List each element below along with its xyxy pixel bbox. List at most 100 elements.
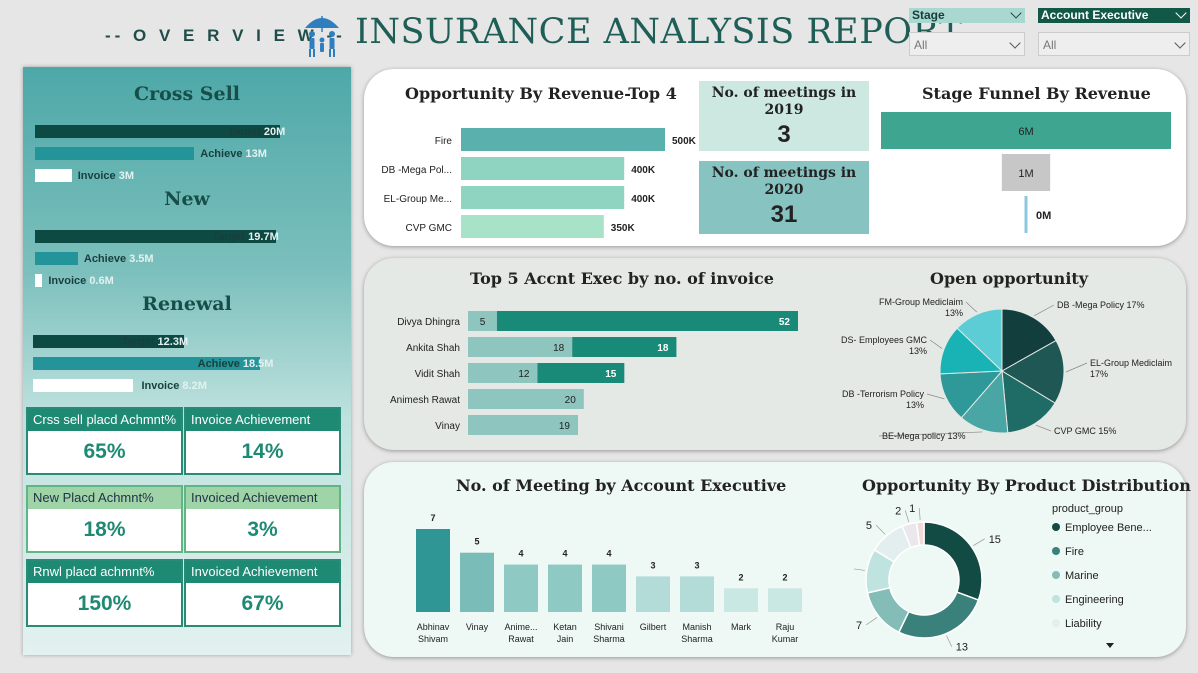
pie-slice	[1001, 370, 1056, 434]
kpi-new-invoice: Invoiced Achievement 3%	[184, 485, 341, 553]
invoice-value-label: 52	[779, 317, 791, 328]
invoice-bar-segment	[468, 389, 584, 409]
meetings-2019-label: No. of meetings in 2019	[711, 85, 857, 118]
summary-bar	[33, 379, 134, 392]
kpi-label: Crss sell placd Achmnt%	[28, 409, 181, 431]
invoice-bar-segment	[468, 363, 538, 383]
legend-entry[interactable]: Engineering	[1065, 594, 1124, 606]
invoice-bar-segment	[496, 311, 798, 331]
revenue-bar	[461, 215, 604, 238]
donut-value-label: 15	[989, 534, 1001, 546]
meeting-value-label: 4	[562, 549, 567, 559]
legend-entry[interactable]: Liability	[1065, 618, 1102, 630]
donut-slice	[923, 521, 983, 601]
open-opportunity-chart: DB -Mega Policy 17% EL-Group Mediclaim 17%…	[841, 297, 1172, 441]
kpi-renewal-invoice: Invoiced Achievement 67%	[184, 559, 341, 627]
kpi-value: 67%	[241, 592, 284, 615]
donut-value-label: 7	[856, 620, 862, 632]
overview-label: -- O V E R V I E W --	[105, 26, 346, 45]
top5-exec-chart: Divya Dhingra 5 52 Ankita Shah 18 18 Vidit Sha…	[390, 311, 798, 435]
leader-line	[1034, 304, 1055, 317]
legend-entry[interactable]: Marine	[1065, 570, 1099, 582]
chevron-down-icon	[1175, 7, 1187, 19]
category-label: DB -Mega Pol...	[381, 165, 452, 176]
category-label: Fire	[435, 136, 453, 147]
summary-bar	[33, 335, 184, 348]
donut-value-label: 1	[909, 503, 915, 515]
summary-bar	[35, 274, 43, 287]
invoice-value-label: 19	[559, 421, 571, 432]
pie-slice	[1001, 339, 1065, 404]
meeting-bar	[636, 576, 670, 612]
leader-line	[875, 524, 886, 535]
legend-entry[interactable]: Employee Bene...	[1065, 522, 1152, 534]
donut-slice	[897, 591, 980, 639]
leader-line	[926, 393, 945, 400]
meetings-exec-title: No. of Meeting by Account Executive	[456, 476, 787, 495]
exec-label: Divya Dhingra	[397, 317, 460, 328]
meeting-value-label: 2	[738, 572, 743, 582]
stage-slicer[interactable]: Stage All	[909, 7, 1025, 56]
revenue-bar	[461, 128, 665, 151]
invoice-value-label: 15	[605, 369, 617, 380]
legend-entry[interactable]: Fire	[1065, 546, 1084, 558]
category-label: EL-Group Me...	[384, 194, 452, 205]
kpi-value: 18%	[83, 518, 126, 541]
invoice-bar-segment	[468, 415, 578, 435]
invoice-opportunity-card: Top 5 Accnt Exec by no. of invoice Divya…	[364, 258, 1186, 450]
exec-label: Vinay	[435, 421, 460, 432]
meeting-bar	[680, 576, 714, 612]
pie-slice-label: DB -Mega Policy 17%	[1057, 300, 1145, 310]
meeting-bar	[548, 564, 582, 612]
meeting-bar	[504, 564, 538, 612]
meetings-2019-card: No. of meetings in 2019 3	[699, 81, 869, 151]
pie-slice-label: EL-Group Mediclaim 17%	[1090, 358, 1172, 379]
summary-bar	[35, 125, 280, 138]
exec-label: Animesh Rawat	[390, 395, 460, 406]
funnel-value-label: 0M	[1036, 210, 1051, 222]
new-title: New	[164, 188, 210, 210]
open-opportunity-title: Open opportunity	[930, 269, 1089, 288]
legend-title: product_group	[1052, 503, 1123, 515]
leader-line	[965, 301, 978, 313]
funnel-stage-bar	[881, 112, 1171, 149]
meeting-value-label: 2	[782, 572, 787, 582]
revenue-bar	[461, 157, 625, 180]
leader-line	[904, 510, 910, 523]
summary-bar-label: Invoice 8.2M	[141, 380, 207, 392]
leader-line	[946, 635, 953, 647]
summary-bar-label: Target 20M	[228, 126, 286, 138]
summary-bar-label: Achieve 18.5M	[197, 358, 274, 370]
chevron-down-icon	[1010, 7, 1022, 19]
revenue-bar	[461, 186, 625, 209]
funnel-value-label: 1M	[1018, 168, 1033, 180]
value-label: 500K	[672, 136, 697, 147]
account-executive-dropdown-value: All	[1043, 38, 1057, 52]
meeting-value-label: 7	[430, 513, 435, 523]
value-label: 400K	[631, 194, 656, 205]
opp-revenue-chart: Fire 500K DB -Mega Pol... 400K EL-Group Me..…	[381, 128, 697, 238]
exec-name-label: Raju Kumar	[772, 622, 799, 644]
leader-line	[929, 339, 943, 349]
meeting-bar	[416, 529, 450, 612]
exec-label: Ankita Shah	[406, 343, 460, 354]
meetings-2020-label: No. of meetings in 2020	[711, 165, 857, 198]
account-executive-dropdown[interactable]: All	[1038, 32, 1190, 56]
kpi-label: Rnwl placd achmnt%	[28, 561, 181, 583]
legend-scroll-down-icon[interactable]	[1106, 643, 1114, 648]
chevron-down-icon	[1174, 37, 1186, 49]
funnel-value-label: 6M	[1018, 126, 1033, 138]
funnel-stage-bar	[1001, 154, 1051, 191]
meeting-bar	[768, 588, 802, 612]
meeting-bar	[592, 564, 626, 612]
stage-dropdown[interactable]: All	[909, 32, 1025, 56]
account-executive-slicer[interactable]: Account Executive All	[1038, 7, 1190, 56]
meeting-value-label: 4	[518, 549, 523, 559]
leader-line	[878, 431, 983, 437]
summary-bar-label: Achieve 3.5M	[83, 253, 154, 265]
summary-bar-label: Target 12.3M	[121, 336, 189, 348]
donut-slice	[866, 586, 910, 634]
meeting-bar	[460, 552, 494, 612]
leader-line	[865, 617, 878, 626]
